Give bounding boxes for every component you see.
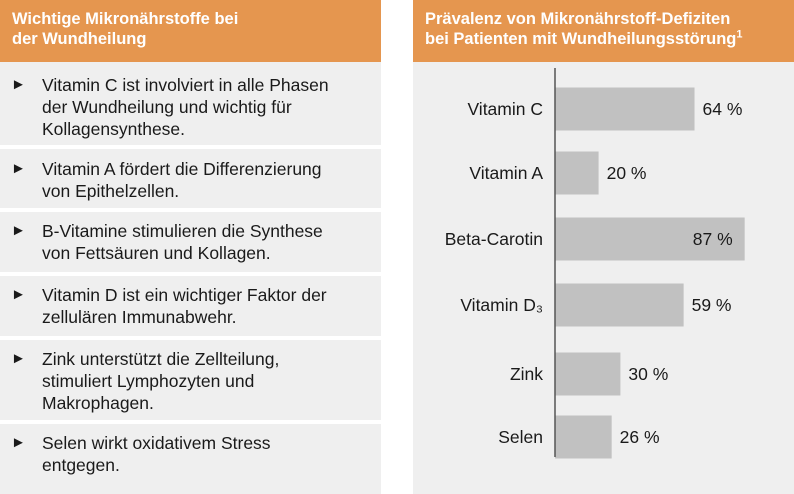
bullet-arrow-icon: ► (11, 76, 26, 93)
category-label: Beta-Carotin (445, 229, 543, 249)
list-item-text-line: Vitamin D ist ein wichtiger Faktor der (42, 285, 327, 305)
item-divider (0, 145, 381, 149)
bullet-arrow-icon: ► (11, 160, 26, 177)
value-label: 20 % (607, 163, 647, 183)
value-label: 59 % (692, 295, 732, 315)
list-item-text-line: stimuliert Lymphozyten und (42, 371, 255, 391)
value-label: 30 % (628, 364, 668, 384)
list-item: ► Vitamin D ist ein wichtiger Faktor der z… (0, 284, 381, 328)
list-item-text-line: Kollagensynthese. (42, 119, 186, 139)
list-item: ► Selen wirkt oxidativem Stress entgegen. (0, 432, 381, 476)
chart-title-line1: Prävalenz von Mikronährstoff-Defiziten (425, 10, 731, 28)
bar (555, 151, 599, 195)
list-item-text-line: Makrophagen. (42, 393, 154, 413)
list-item-text-line: Selen wirkt oxidativem Stress (42, 433, 271, 453)
category-label: Selen (498, 427, 543, 447)
list-item-text-line: Zink unterstützt die Zellteilung, (42, 349, 280, 369)
deficiency-chart-header: Prävalenz von Mikronährstoff-Defiziten b… (413, 0, 794, 62)
micronutrients-panel: Wichtige Mikronährstoffe bei der Wundhei… (0, 0, 381, 494)
bar (555, 352, 621, 396)
list-item: ► Vitamin A fördert die Differenzierung vo… (0, 158, 381, 202)
deficiency-bar-chart: Vitamin C 64 % Vitamin A 20 % Beta-Carotin 87… (445, 68, 745, 459)
item-divider (0, 208, 381, 212)
chart-title-line2-text: bei Patienten mit Wundheilungsstörung (425, 30, 737, 48)
list-item-text-line: entgegen. (42, 455, 120, 475)
bar (555, 283, 684, 327)
value-label: 87 % (693, 229, 733, 249)
list-item-text-line: von Epithelzellen. (42, 181, 180, 201)
bullet-arrow-icon: ► (11, 434, 26, 451)
list-item: ► Vitamin C ist involviert in alle Phasen… (0, 74, 381, 140)
bar (555, 415, 612, 459)
bullet-arrow-icon: ► (11, 350, 26, 367)
chart-title-line2: bei Patienten mit Wundheilungsstörung1 (425, 29, 780, 49)
category-label: Vitamin A (469, 163, 543, 183)
list-item-text-line: von Fettsäuren und Kollagen. (42, 243, 271, 263)
bullet-arrow-icon: ► (11, 286, 26, 303)
value-label: 64 % (703, 99, 743, 119)
micronutrients-title-line1: Wichtige Mikronährstoffe bei (12, 10, 239, 28)
list-item-text-line: zellulären Immunabwehr. (42, 307, 237, 327)
item-divider (0, 420, 381, 424)
item-divider (0, 336, 381, 340)
micronutrients-header: Wichtige Mikronährstoffe bei der Wundhei… (0, 0, 381, 62)
list-item: ► Zink unterstützt die Zellteilung, stimul… (0, 348, 381, 414)
bar (555, 217, 745, 261)
value-label: 26 % (620, 427, 660, 447)
list-item-text-line: B-Vitamine stimulieren die Synthese (42, 221, 323, 241)
category-label: Vitamin C (467, 99, 543, 119)
list-item: ► B-Vitamine stimulieren die Synthese von … (0, 220, 381, 264)
category-label: Vitamin D₃ (460, 295, 543, 315)
chart-title-footnote: 1 (736, 28, 743, 41)
item-divider (0, 272, 381, 276)
deficiency-chart-panel: Prävalenz von Mikronährstoff-Defiziten b… (413, 0, 794, 494)
bar (555, 87, 695, 131)
list-item-text-line: Vitamin A fördert die Differenzierung (42, 159, 322, 179)
list-item-text-line: Vitamin C ist involviert in alle Phasen (42, 75, 329, 95)
category-label: Zink (510, 364, 543, 384)
list-item-text-line: der Wundheilung und wichtig für (42, 97, 292, 117)
micronutrients-title-line2: der Wundheilung (12, 30, 147, 48)
bullet-arrow-icon: ► (11, 222, 26, 239)
